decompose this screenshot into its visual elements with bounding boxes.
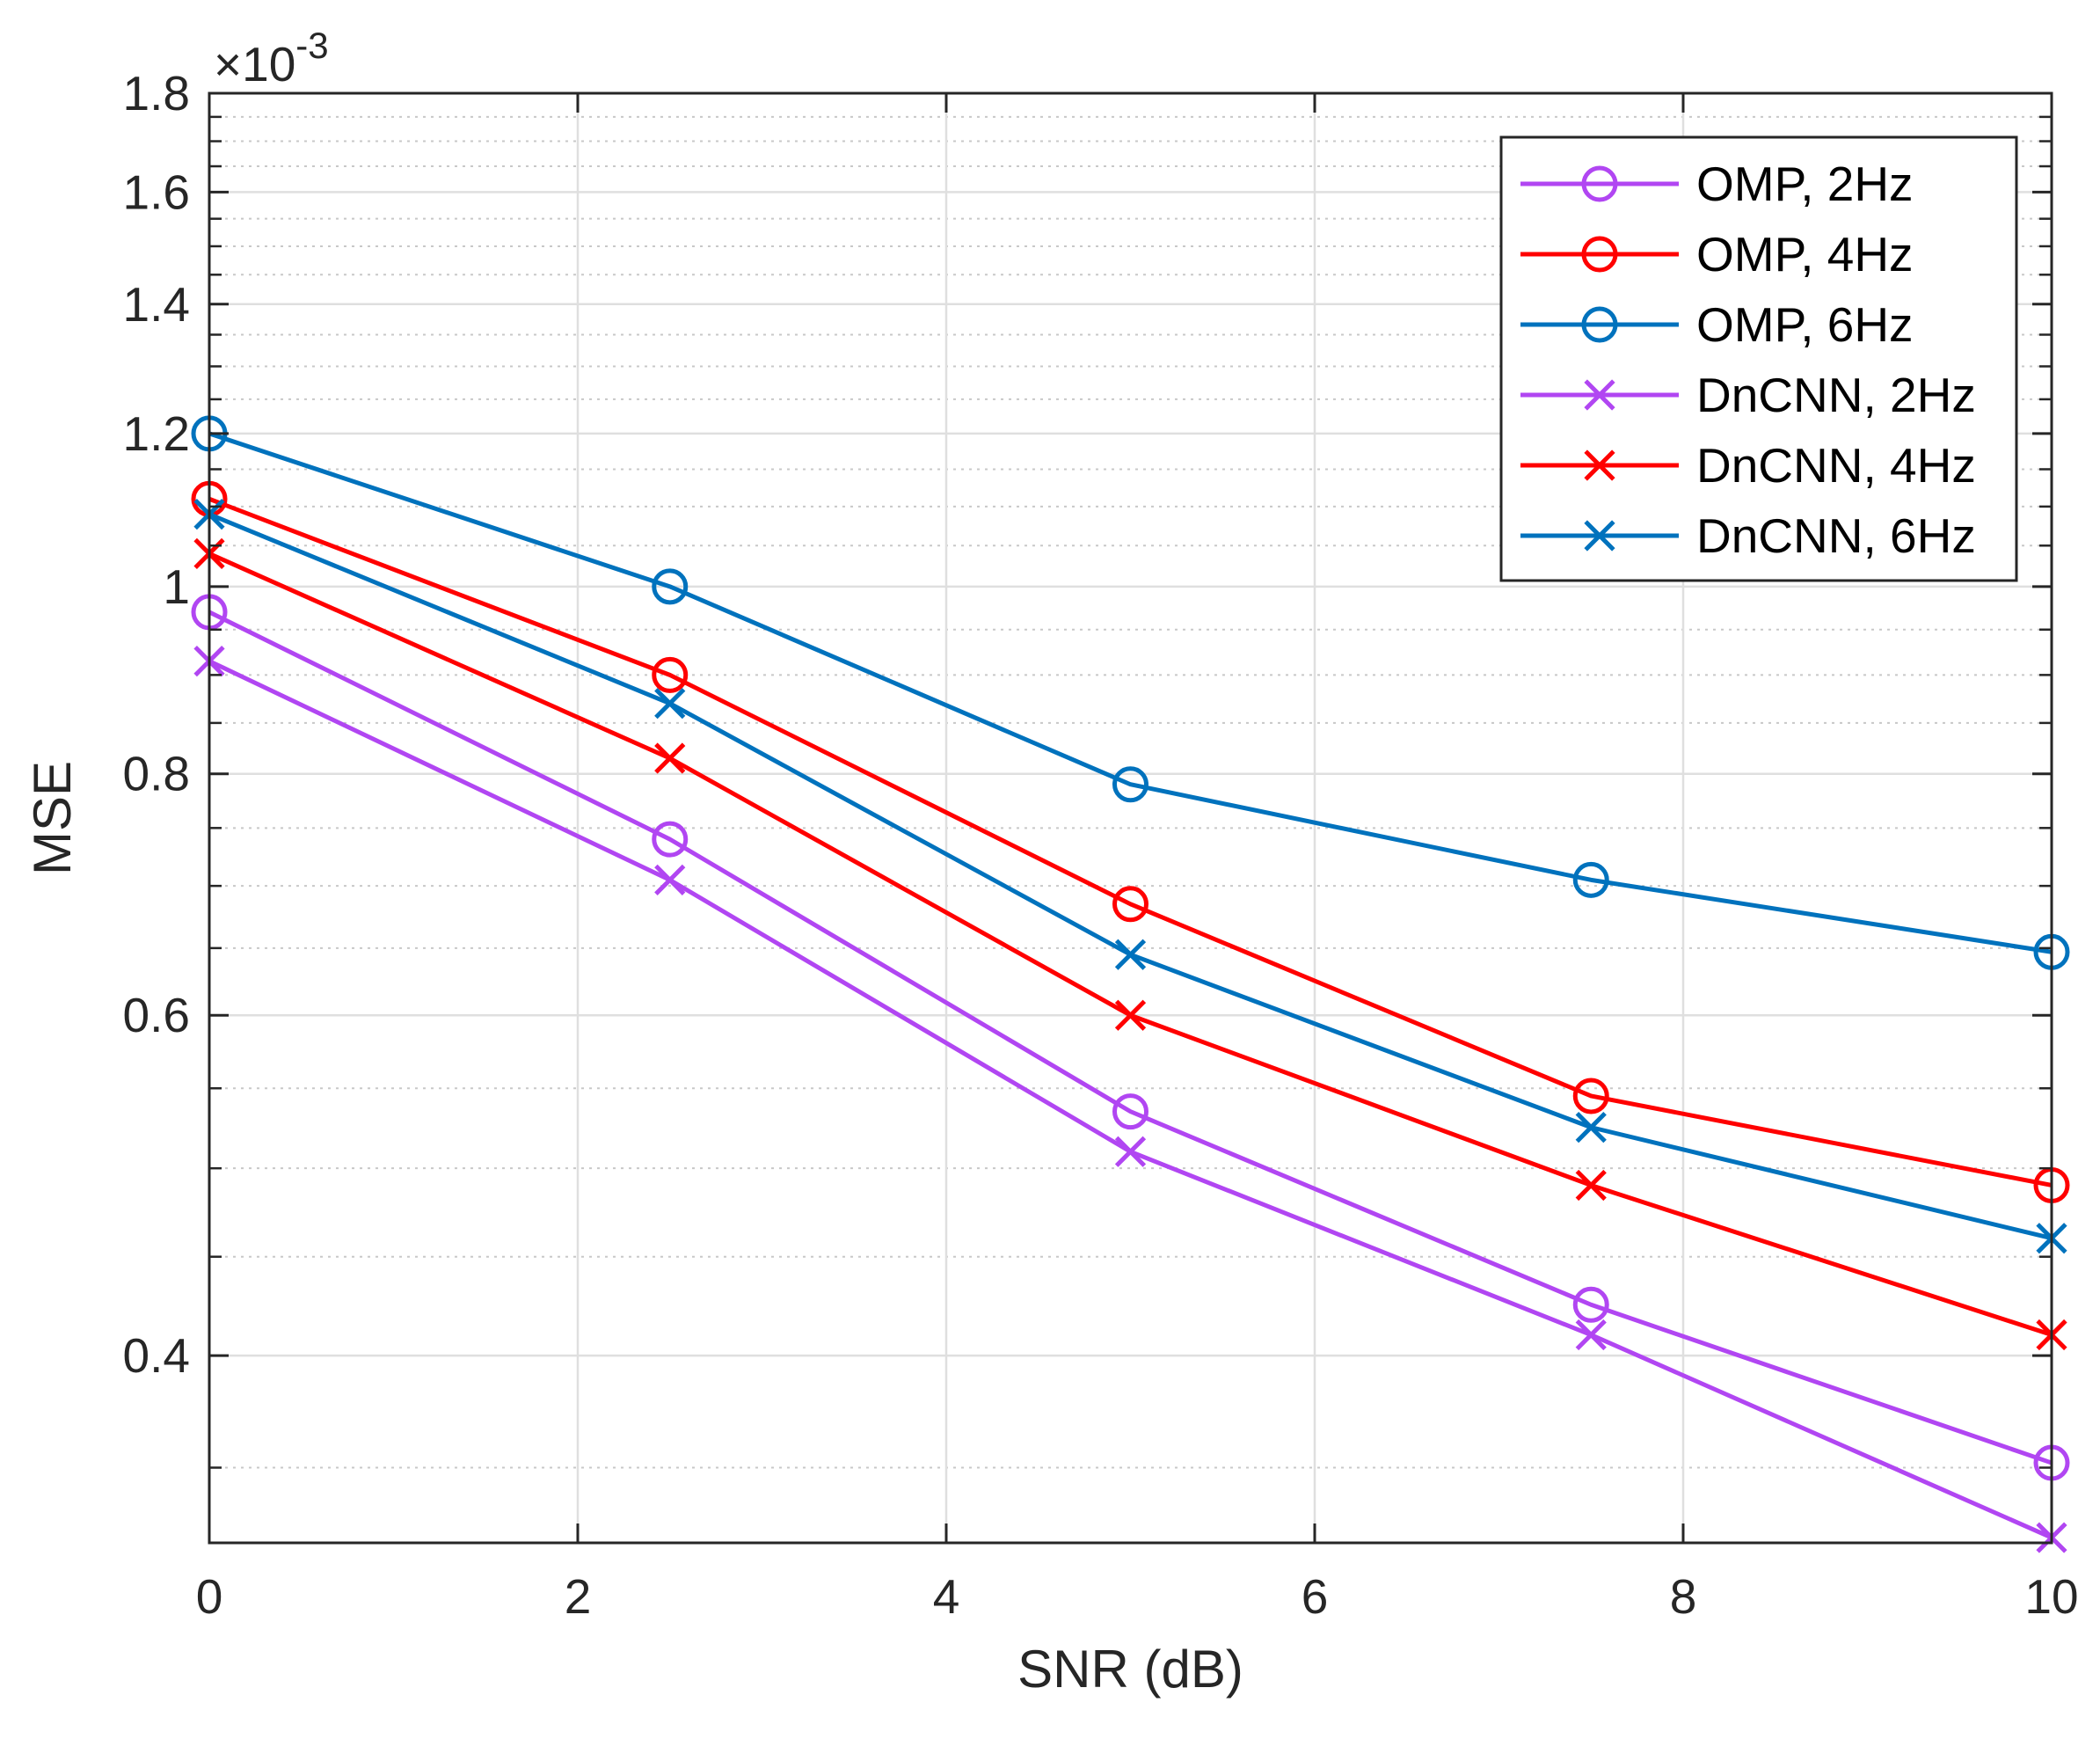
legend-item: DnCNN, 2Hz bbox=[1520, 368, 1976, 422]
circle-marker bbox=[652, 821, 689, 858]
circle-marker bbox=[1581, 306, 1618, 343]
x-axis-label: SNR (dB) bbox=[1017, 1640, 1243, 1699]
series-line bbox=[208, 496, 2053, 1187]
x-marker bbox=[1114, 999, 1147, 1031]
x-marker bbox=[1575, 1112, 1607, 1144]
y-tick-label: 0.6 bbox=[123, 988, 190, 1042]
axes-box bbox=[208, 91, 2053, 1545]
x-marker bbox=[1584, 520, 1615, 552]
legend-item: OMP, 4Hz bbox=[1520, 227, 1914, 281]
x-marker bbox=[654, 688, 686, 720]
y-tick-label: 0.8 bbox=[123, 747, 190, 801]
circle-marker bbox=[1572, 1078, 1609, 1114]
x-tick-label: 6 bbox=[1302, 1569, 1329, 1624]
axis-ticks bbox=[208, 91, 2053, 1543]
x-marker bbox=[1584, 379, 1615, 411]
legend-item: DnCNN, 6Hz bbox=[1520, 508, 1976, 563]
legend-label: OMP, 4Hz bbox=[1696, 227, 1914, 281]
legend: OMP, 2Hz OMP, 4Hz OMP, 6Hz DnCNN, 2Hz DnCNN,… bbox=[1499, 135, 2018, 582]
x-marker bbox=[1114, 1136, 1147, 1167]
x-marker bbox=[1575, 1169, 1607, 1202]
y-multiplier-exponent: -3 bbox=[295, 25, 328, 66]
circle-marker bbox=[1581, 236, 1618, 273]
y-tick-label: 1 bbox=[163, 559, 190, 614]
x-marker bbox=[1584, 449, 1615, 481]
y-axis-multiplier: ×10-3 bbox=[214, 25, 329, 91]
x-tick-label: 0 bbox=[196, 1569, 223, 1624]
x-marker bbox=[654, 864, 686, 895]
y-tick-label: 1.8 bbox=[123, 66, 190, 121]
y-tick-labels: 0.4 0.6 0.8 1 1.2 1.4 1.6 1.8 bbox=[123, 66, 190, 1383]
legend-label: DnCNN, 2Hz bbox=[1696, 368, 1976, 422]
series-line bbox=[208, 610, 2053, 1465]
x-tick-label: 10 bbox=[2024, 1569, 2078, 1624]
legend-item: OMP, 2Hz bbox=[1520, 157, 1914, 211]
y-tick-label: 0.4 bbox=[123, 1328, 190, 1383]
circle-marker bbox=[1112, 1093, 1148, 1130]
y-multiplier-base: ×10 bbox=[214, 37, 295, 91]
circle-marker bbox=[1112, 766, 1148, 803]
legend-label: OMP, 2Hz bbox=[1696, 157, 1914, 211]
circle-marker bbox=[652, 568, 689, 605]
x-marker bbox=[1575, 1319, 1607, 1351]
series-dncnn-2hz bbox=[193, 645, 2067, 1553]
x-tick-label: 2 bbox=[565, 1569, 592, 1624]
circle-marker bbox=[1112, 886, 1148, 923]
y-tick-label: 1.4 bbox=[123, 277, 190, 332]
x-tick-label: 4 bbox=[933, 1569, 960, 1624]
circle-marker bbox=[652, 656, 689, 693]
legend-item: OMP, 6Hz bbox=[1520, 297, 1914, 352]
x-tick-labels: 0 2 4 6 8 10 bbox=[196, 1569, 2079, 1624]
series-line bbox=[208, 431, 2053, 954]
x-marker bbox=[1114, 939, 1147, 970]
legend-label: DnCNN, 6Hz bbox=[1696, 508, 1976, 563]
circle-marker bbox=[1572, 1286, 1609, 1323]
circle-marker bbox=[1572, 861, 1609, 898]
legend-item: DnCNN, 4Hz bbox=[1520, 438, 1976, 493]
plot-series bbox=[191, 415, 2070, 1553]
y-tick-label: 1.6 bbox=[123, 164, 190, 219]
legend-box bbox=[1499, 135, 2018, 582]
y-tick-label: 1.2 bbox=[123, 406, 190, 461]
legend-label: DnCNN, 4Hz bbox=[1696, 438, 1976, 493]
legend-label: OMP, 6Hz bbox=[1696, 297, 1914, 352]
y-axis-label: MSE bbox=[23, 761, 82, 875]
circle-marker bbox=[1581, 165, 1618, 202]
x-tick-label: 8 bbox=[1670, 1569, 1697, 1624]
x-marker bbox=[654, 742, 686, 774]
